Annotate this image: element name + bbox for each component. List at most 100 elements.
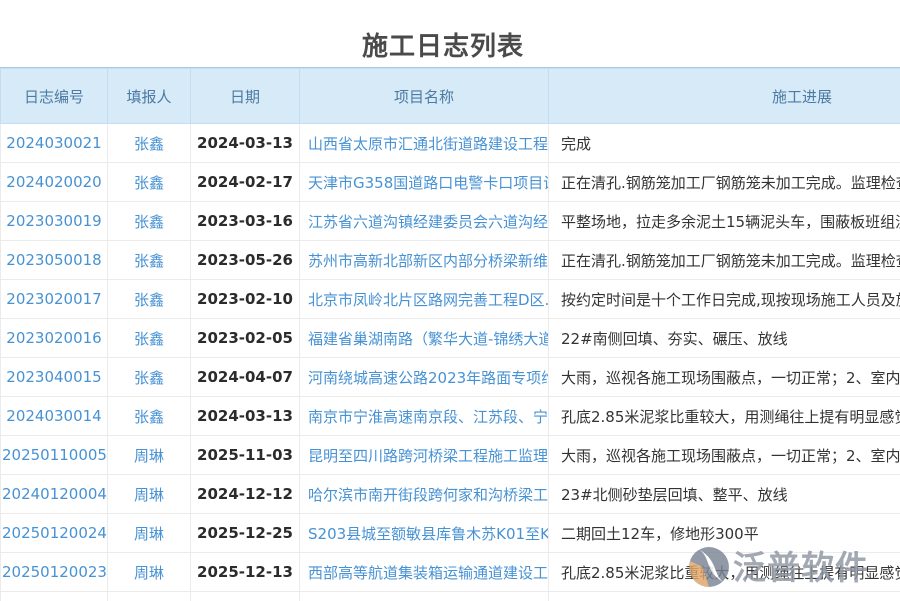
log-no-link[interactable]: 20250120024 xyxy=(2,524,107,542)
table-viewport: 日志编号 填报人 日期 项目名称 施工进展 2024030021 张鑫 2024… xyxy=(0,67,900,601)
log-no-link[interactable]: 2023020016 xyxy=(6,329,101,347)
table-row: 2023030019 张鑫 2023-03-16 江苏省六道沟镇经建委员会六道沟… xyxy=(1,202,900,241)
date-cell: 2024-04-07 xyxy=(191,358,300,397)
date-cell: 2023-02-10 xyxy=(191,280,300,319)
log-no-link[interactable]: 2023050018 xyxy=(6,251,101,269)
reporter-cell: 张鑫 xyxy=(108,202,191,241)
reporter-cell: 张鑫 xyxy=(108,241,191,280)
project-link[interactable]: S203县城至额敏县库鲁木苏K01至K2... xyxy=(308,525,549,543)
log-no-cell: 2023020017 xyxy=(1,280,108,319)
reporter-cell: 周琳 xyxy=(108,475,191,514)
log-no-link[interactable]: 2023040015 xyxy=(6,368,101,386)
log-no-cell: 2024030021 xyxy=(1,124,108,163)
project-cell: 西部高等航道集装箱运输通道建设工... xyxy=(300,553,549,592)
log-no-cell: 20250120024 xyxy=(1,514,108,553)
log-no-link[interactable]: 20250120023 xyxy=(2,563,107,581)
reporter-cell: 周琳 xyxy=(108,514,191,553)
project-cell: 苏州市高新北部新区内部分桥梁新维... xyxy=(300,241,549,280)
table-row: 20240120004 周琳 2024-12-12 哈尔滨市南开街段跨何家和沟桥… xyxy=(1,475,900,514)
project-link[interactable]: 哈尔滨市南开街段跨何家和沟桥梁工... xyxy=(308,486,549,504)
project-link[interactable]: 南京市宁淮高速南京段、江苏段、宁... xyxy=(308,408,549,426)
log-no-link[interactable]: 2023020017 xyxy=(6,290,101,308)
project-cell: 天津市G358国道路口电警卡口项目设... xyxy=(300,163,549,202)
col-header-project: 项目名称 xyxy=(300,69,549,124)
log-no-cell: 20250120023 xyxy=(1,553,108,592)
progress-cell: 按约定时间是十个工作日完成,现按现场施工人员及施工情况 xyxy=(549,280,900,319)
col-header-log-no: 日志编号 xyxy=(1,69,108,124)
progress-cell: 二期回土12车，修地形300平 xyxy=(549,514,900,553)
col-header-reporter: 填报人 xyxy=(108,69,191,124)
project-link[interactable]: 苏州市高新北部新区内部分桥梁新维... xyxy=(308,252,549,270)
progress-cell: 23#北侧砂垫层回填、整平、放线 xyxy=(549,475,900,514)
col-header-progress: 施工进展 xyxy=(549,69,900,124)
log-no-cell: 2023020016 xyxy=(1,319,108,358)
reporter-cell: 张鑫 xyxy=(108,319,191,358)
project-cell: 河南绕城高速公路2023年路面专项维... xyxy=(300,358,549,397)
project-cell: 北京市凤岭北片区路网完善工程D区... xyxy=(300,280,549,319)
log-no-cell: 2023040015 xyxy=(1,358,108,397)
table-row: 2023020017 张鑫 2023-02-10 北京市凤岭北片区路网完善工程D… xyxy=(1,280,900,319)
project-link[interactable]: 北京市凤岭北片区路网完善工程D区... xyxy=(308,291,549,309)
project-cell: 南京市宁淮高速南京段、江苏段、宁... xyxy=(300,397,549,436)
project-link[interactable]: 昆明至四川路跨河桥梁工程施工监理... xyxy=(308,447,549,465)
date-cell: 2023-05-26 xyxy=(191,241,300,280)
project-link[interactable]: 山西省太原市汇通北街道路建设工程(... xyxy=(308,135,549,153)
progress-cell: 平整场地，拉走多余泥土15辆泥头车，围蔽板班组没过来安 xyxy=(549,202,900,241)
date-cell: 2024-02-17 xyxy=(191,163,300,202)
table-row: 20250120024 周琳 2025-12-25 S203县城至额敏县库鲁木苏… xyxy=(1,514,900,553)
reporter-link[interactable]: 周琳 xyxy=(134,564,164,582)
log-no-link[interactable]: 2024020020 xyxy=(6,173,101,191)
table-row: 2023040015 张鑫 2024-04-07 河南绕城高速公路2023年路面… xyxy=(1,358,900,397)
reporter-cell: 周琳 xyxy=(108,436,191,475)
reporter-link[interactable]: 张鑫 xyxy=(134,174,164,192)
log-no-link[interactable]: 2024030014 xyxy=(6,407,101,425)
reporter-link[interactable]: 张鑫 xyxy=(134,135,164,153)
col-header-date: 日期 xyxy=(191,69,300,124)
log-no-link[interactable]: 20250110005 xyxy=(2,446,107,464)
date-cell: 2024-12-12 xyxy=(191,475,300,514)
reporter-link[interactable]: 张鑫 xyxy=(134,408,164,426)
reporter-link[interactable]: 张鑫 xyxy=(134,291,164,309)
table-row: 2023050018 张鑫 2023-05-26 苏州市高新北部新区内部分桥梁新… xyxy=(1,241,900,280)
table-row: 20250120023 周琳 2025-12-13 西部高等航道集装箱运输通道建… xyxy=(1,553,900,592)
reporter-link[interactable]: 张鑫 xyxy=(134,213,164,231)
project-link[interactable]: 福建省巢湖南路（繁华大道-锦绣大道... xyxy=(308,330,549,348)
progress-cell: 正在清孔.钢筋笼加工厂钢筋笼未加工完成。监理检查不合格 xyxy=(549,163,900,202)
log-no-link[interactable]: 20240120004 xyxy=(2,485,107,503)
log-no-link[interactable]: 2024030021 xyxy=(6,134,101,152)
project-cell: 江苏省六道沟镇经建委员会六道沟经... xyxy=(300,202,549,241)
progress-cell: 孔底2.85米泥浆比重较大，用测绳往上提有明显感觉。 xyxy=(549,397,900,436)
date-cell: 2024-03-13 xyxy=(191,397,300,436)
log-no-cell: 2023030019 xyxy=(1,202,108,241)
project-link[interactable]: 天津市G358国道路口电警卡口项目设... xyxy=(308,174,549,192)
date-cell: 2025-11-03 xyxy=(191,436,300,475)
log-no-cell: 20240120004 xyxy=(1,475,108,514)
table-row: 2023020016 张鑫 2023-02-05 福建省巢湖南路（繁华大道-锦绣… xyxy=(1,319,900,358)
reporter-cell: 张鑫 xyxy=(108,397,191,436)
progress-cell: 大雨，巡视各施工现场围蔽点，一切正常；2、室内整理内业 xyxy=(549,358,900,397)
reporter-link[interactable]: 周琳 xyxy=(134,525,164,543)
reporter-link[interactable]: 张鑫 xyxy=(134,252,164,270)
reporter-link[interactable]: 周琳 xyxy=(134,447,164,465)
log-no-cell: 2024030014 xyxy=(1,397,108,436)
reporter-link[interactable]: 张鑫 xyxy=(134,330,164,348)
date-cell: 2025-12-13 xyxy=(191,553,300,592)
reporter-link[interactable]: 周琳 xyxy=(134,486,164,504)
date-cell: 2025-12-25 xyxy=(191,514,300,553)
page-title: 施工日志列表 xyxy=(0,26,886,63)
reporter-link[interactable]: 张鑫 xyxy=(134,369,164,387)
project-link[interactable]: 西部高等航道集装箱运输通道建设工... xyxy=(308,564,549,582)
reporter-cell: 张鑫 xyxy=(108,124,191,163)
table-row: 2024020020 张鑫 2024-02-17 天津市G358国道路口电警卡口… xyxy=(1,163,900,202)
project-cell: 昆明至四川路跨河桥梁工程施工监理... xyxy=(300,436,549,475)
project-link[interactable]: 河南绕城高速公路2023年路面专项维... xyxy=(308,369,549,387)
progress-cell: 大雨，巡视各施工现场围蔽点，一切正常；2、室内整理内业 xyxy=(549,436,900,475)
log-no-link[interactable]: 2023030019 xyxy=(6,212,101,230)
project-cell: 福建省巢湖南路（繁华大道-锦绣大道... xyxy=(300,319,549,358)
project-cell: 哈尔滨市南开街段跨何家和沟桥梁工... xyxy=(300,475,549,514)
table-header-row: 日志编号 填报人 日期 项目名称 施工进展 xyxy=(1,69,900,124)
table-body: 2024030021 张鑫 2024-03-13 山西省太原市汇通北街道路建设工… xyxy=(1,124,900,601)
table-row: 20250110005 周琳 2025-11-03 昆明至四川路跨河桥梁工程施工… xyxy=(1,436,900,475)
reporter-cell: 张鑫 xyxy=(108,163,191,202)
project-link[interactable]: 江苏省六道沟镇经建委员会六道沟经... xyxy=(308,213,549,231)
